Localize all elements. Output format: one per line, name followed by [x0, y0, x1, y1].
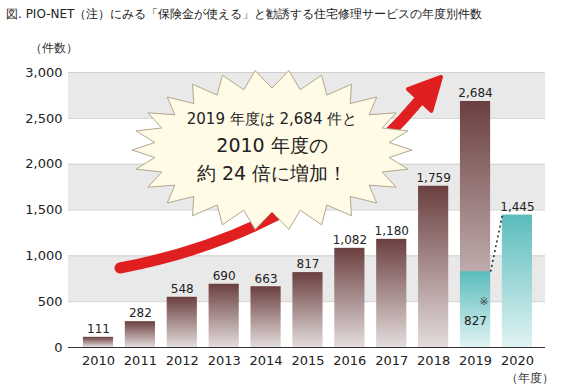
svg-text:282: 282 [129, 306, 152, 320]
svg-text:2020: 2020 [501, 353, 534, 368]
svg-text:827: 827 [464, 314, 487, 328]
svg-text:2,684: 2,684 [458, 86, 492, 100]
svg-text:1,000: 1,000 [25, 248, 62, 263]
svg-text:2015: 2015 [291, 353, 324, 368]
svg-text:690: 690 [213, 269, 236, 283]
svg-text:2019: 2019 [459, 353, 492, 368]
svg-text:※: ※ [479, 295, 488, 308]
svg-text:1,759: 1,759 [416, 171, 450, 185]
svg-text:2012: 2012 [166, 353, 199, 368]
svg-text:1,445: 1,445 [500, 200, 534, 214]
svg-text:2,000: 2,000 [25, 156, 62, 171]
html-text:図. PIO-NET（注）にみる「保険金が使える」と勧誘する: 図. PIO-NET（注）にみる「保険金が使える」と勧誘する住宅修理サービスの年… [6, 7, 483, 21]
svg-text:2014: 2014 [250, 353, 283, 368]
svg-text:817: 817 [297, 257, 320, 271]
svg-text:663: 663 [255, 272, 278, 286]
svg-text:1,180: 1,180 [375, 224, 409, 238]
svg-text:2018: 2018 [417, 353, 450, 368]
svg-text:2013: 2013 [208, 353, 241, 368]
html-text:（件数）: （件数） [30, 41, 78, 55]
svg-text:0: 0 [54, 340, 62, 355]
svg-text:約 24 倍に増加！: 約 24 倍に増加！ [197, 162, 347, 184]
svg-text:2011: 2011 [124, 353, 157, 368]
svg-text:2019 年度は 2,684 件と: 2019 年度は 2,684 件と [187, 110, 357, 128]
svg-text:2010: 2010 [82, 353, 115, 368]
svg-text:2,500: 2,500 [25, 110, 62, 125]
svg-text:2010 年度の: 2010 年度の [216, 134, 327, 156]
svg-text:500: 500 [38, 294, 63, 309]
html-text:（年度）: （年度） [506, 371, 554, 385]
svg-text:3,000: 3,000 [25, 65, 62, 80]
svg-text:111: 111 [87, 322, 110, 336]
svg-text:548: 548 [171, 282, 194, 296]
svg-text:1,500: 1,500 [25, 202, 62, 217]
svg-text:1,082: 1,082 [333, 233, 367, 247]
svg-text:2016: 2016 [333, 353, 366, 368]
svg-text:2017: 2017 [375, 353, 408, 368]
